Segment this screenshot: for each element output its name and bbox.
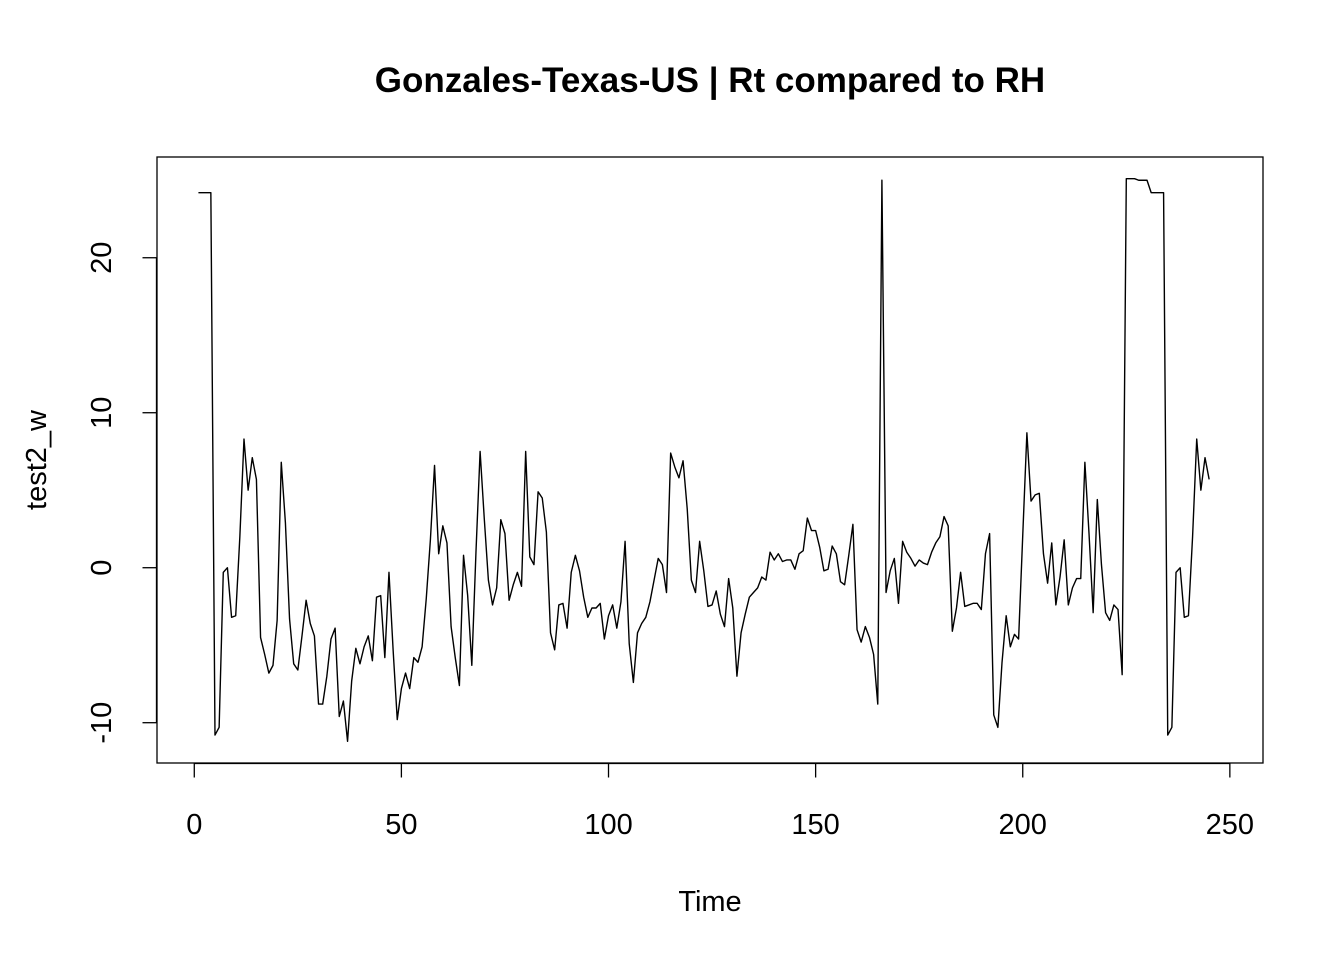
x-tick-label: 200 — [999, 809, 1047, 841]
y-tick-label: 10 — [86, 397, 118, 429]
x-axis-label: Time — [678, 886, 741, 918]
y-tick-label: 20 — [86, 242, 118, 274]
x-axis: 0 50 100 150 200 250 — [186, 762, 1254, 841]
plot-frame — [156, 156, 1264, 764]
x-tick-label: 100 — [584, 809, 632, 841]
y-axis-label: test2_w — [21, 409, 53, 510]
y-tick-label: -10 — [86, 702, 118, 744]
x-tick-label: 50 — [385, 809, 417, 841]
x-tick-label: 150 — [791, 809, 839, 841]
y-tick-label: 0 — [86, 560, 118, 576]
y-axis: -10 0 10 20 — [86, 242, 158, 744]
chart-title: Gonzales-Texas-US | Rt compared to RH — [375, 61, 1045, 100]
x-tick-label: 0 — [186, 809, 202, 841]
x-tick-label: 250 — [1206, 809, 1254, 841]
series-line — [198, 178, 1210, 742]
